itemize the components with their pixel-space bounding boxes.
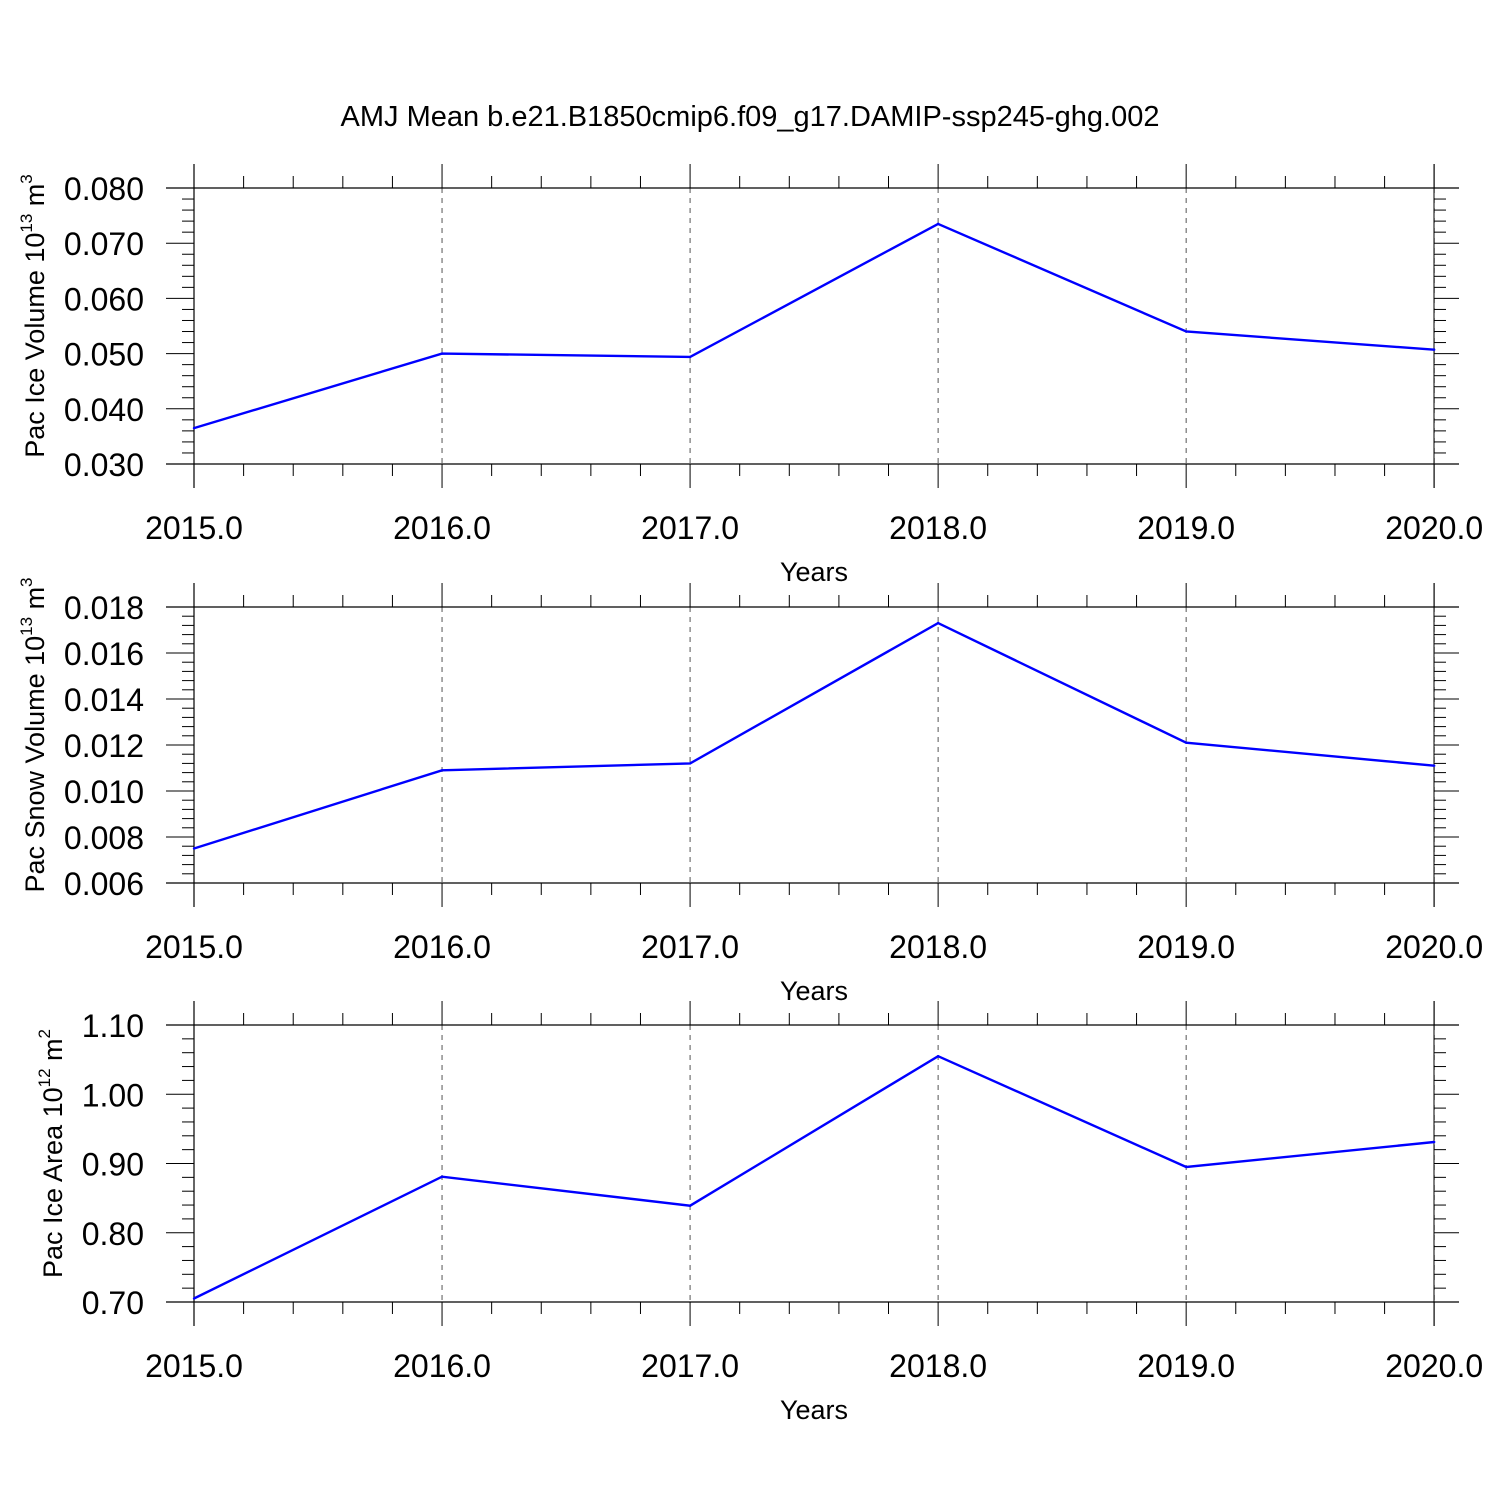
x-tick-label: 2016.0: [393, 1348, 491, 1384]
data-point: [440, 769, 444, 772]
x-tick-label: 2015.0: [145, 510, 243, 546]
x-tick-label: 2017.0: [641, 510, 739, 546]
x-tick-label: 2016.0: [393, 929, 491, 965]
y-tick-label: 0.012: [64, 728, 144, 764]
data-point: [192, 1297, 196, 1300]
y-tick-label: 0.018: [64, 590, 144, 626]
y-tick-label: 0.030: [64, 447, 144, 483]
data-point: [688, 762, 692, 765]
data-point: [1432, 764, 1436, 767]
panel-3: 0.70 0.80 0.90 1.00 1.10 2015.0 2016.0 2017.0 20…: [35, 1001, 1483, 1425]
y-tick-label: 0.060: [64, 281, 144, 317]
x-tick-label: 2020.0: [1385, 510, 1483, 546]
series-line: [193, 222, 1435, 430]
x-tick-label: 2018.0: [889, 929, 987, 965]
y-axis-label: Pac Ice Area 1012 m2: [35, 1029, 68, 1278]
y-tick-label: 0.008: [64, 820, 144, 856]
x-tick-label: 2020.0: [1385, 1348, 1483, 1384]
x-tick-label: 2017.0: [641, 1348, 739, 1384]
x-axis-label: Years: [780, 557, 848, 587]
x-axis-label: Years: [780, 976, 848, 1006]
chart-title: AMJ Mean b.e21.B1850cmip6.f09_g17.DAMIP-…: [341, 101, 1160, 133]
data-point: [440, 1175, 444, 1178]
data-point: [1184, 1165, 1188, 1169]
panel-2: 0.006 0.008 0.010 0.012 0.014 0.016 0.018 2015.…: [17, 577, 1483, 1006]
y-axis-label: Pac Ice Volume 1013 m3: [17, 174, 50, 458]
x-tick-label: 2015.0: [145, 929, 243, 965]
data-point: [936, 222, 940, 226]
data-point: [192, 426, 196, 430]
series-line: [193, 1054, 1435, 1300]
data-point: [192, 847, 196, 850]
data-point: [936, 621, 940, 625]
x-tick-label: 2019.0: [1137, 510, 1235, 546]
x-tick-label: 2015.0: [145, 1348, 243, 1384]
y-tick-label: 0.010: [64, 774, 144, 810]
x-tick-label: 2018.0: [889, 1348, 987, 1384]
panel-1: 0.030 0.040 0.050 0.060 0.070 0.080 2015.0 2016…: [17, 164, 1483, 587]
data-point: [440, 352, 444, 355]
y-tick-label: 0.016: [64, 636, 144, 672]
y-tick-label: 0.90: [82, 1147, 144, 1183]
y-tick-label: 0.070: [64, 226, 144, 262]
data-point: [1184, 741, 1188, 744]
x-tick-label: 2019.0: [1137, 1348, 1235, 1384]
data-point: [688, 1204, 692, 1207]
data-point: [936, 1054, 940, 1058]
x-tick-label: 2019.0: [1137, 929, 1235, 965]
y-tick-label: 1.10: [82, 1008, 144, 1044]
data-point: [1432, 348, 1436, 351]
y-axis-label: Pac Snow Volume 1013 m3: [17, 577, 50, 892]
data-point: [688, 355, 692, 359]
x-tick-label: 2017.0: [641, 929, 739, 965]
y-tick-label: 0.080: [64, 171, 144, 207]
x-tick-label: 2018.0: [889, 510, 987, 546]
y-tick-label: 0.80: [82, 1216, 144, 1252]
y-tick-label: 0.040: [64, 392, 144, 428]
series-line: [193, 621, 1435, 850]
y-tick-label: 0.006: [64, 866, 144, 902]
x-tick-label: 2020.0: [1385, 929, 1483, 965]
y-tick-label: 0.70: [82, 1285, 144, 1321]
y-tick-label: 0.014: [64, 682, 144, 718]
x-axis-label: Years: [780, 1395, 848, 1425]
data-point: [1184, 330, 1188, 333]
y-tick-label: 1.00: [82, 1077, 144, 1113]
x-tick-label: 2016.0: [393, 510, 491, 546]
y-tick-label: 0.050: [64, 337, 144, 373]
data-point: [1432, 1140, 1436, 1144]
